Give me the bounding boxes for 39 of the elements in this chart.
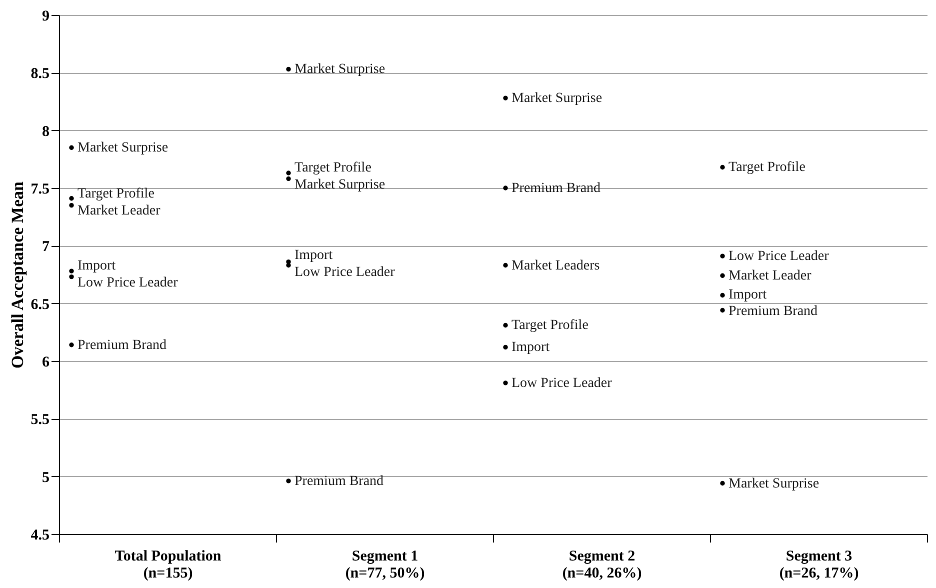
data-label: Target Profile	[728, 160, 806, 176]
x-tick-label: Total Population (n=155)	[114, 548, 222, 582]
data-label: Market Surprise	[294, 62, 386, 78]
y-tick-label: 8.5	[30, 66, 50, 82]
data-label: Premium Brand	[728, 304, 818, 320]
y-tick-label: 7.5	[30, 182, 50, 198]
data-label: Import	[728, 287, 767, 302]
x-tick-label: Segment 3 (n=26, 17%)	[779, 548, 859, 582]
data-label: Target Profile	[294, 160, 372, 176]
y-tick-label: 5.5	[30, 412, 50, 428]
data-label: Import	[78, 258, 116, 274]
data-label: Market Surprise	[78, 140, 168, 156]
data-label: Market Surprise	[294, 177, 386, 192]
y-tick-label: 9	[42, 8, 50, 24]
y-tick-label: 6	[42, 354, 50, 370]
data-label: Market Leaders	[512, 258, 600, 274]
y-axis-title: Overall Acceptance Mean	[8, 180, 27, 368]
data-label: Import	[294, 248, 333, 264]
data-label: Market Leader	[78, 203, 161, 218]
data-label: Import	[512, 340, 550, 356]
data-label: Market Leader	[728, 268, 812, 284]
x-tick-label: Segment 1 (n=77, 50%)	[345, 548, 425, 582]
y-tick-label: 6.5	[30, 296, 50, 313]
data-label: Low Price Leader	[294, 265, 396, 280]
y-tick-label: 4.5	[30, 528, 50, 544]
y-tick-label: 8	[42, 124, 50, 140]
x-tick-label: Segment 2 (n=40, 26%)	[562, 548, 642, 582]
data-label: Low Price Leader	[728, 249, 830, 264]
data-label: Premium Brand	[294, 474, 384, 489]
data-label: Target Profile	[78, 186, 154, 202]
data-label: Premium Brand	[512, 181, 601, 196]
y-tick-label: 5	[42, 470, 50, 486]
data-label: Low Price Leader	[78, 275, 178, 290]
data-label: Target Profile	[512, 318, 588, 334]
y-tick-label: 7	[42, 239, 50, 256]
data-label: Market Surprise	[728, 476, 820, 492]
data-label: Premium Brand	[78, 338, 167, 353]
data-label: Low Price Leader	[512, 376, 612, 391]
data-label: Market Surprise	[512, 91, 602, 106]
